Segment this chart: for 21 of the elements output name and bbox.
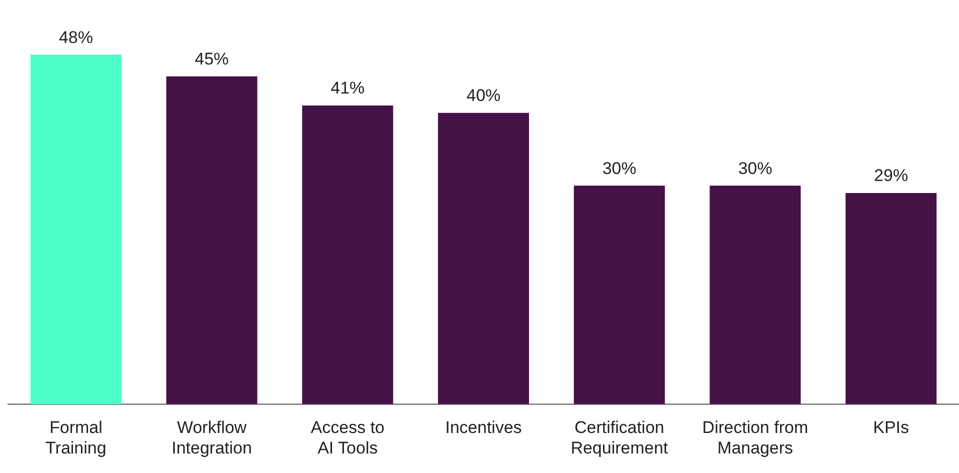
x-tick-label: Certification Requirement: [570, 418, 668, 458]
data-label: 45%: [194, 50, 229, 69]
data-label: 41%: [330, 78, 365, 98]
x-tick-label: Workflow Integration: [172, 418, 252, 458]
bar: [302, 106, 394, 404]
x-tick-label: Access to AI Tools: [310, 418, 384, 458]
bar: [846, 192, 937, 404]
bar: [710, 186, 801, 404]
x-tick-label: Formal Training: [46, 418, 106, 458]
bar: [30, 54, 122, 404]
x-tick-label: Direction from Managers: [702, 418, 808, 458]
data-label: 29%: [874, 166, 908, 186]
bar: [166, 76, 258, 404]
data-label: 30%: [738, 158, 772, 178]
bar: [574, 186, 665, 404]
data-label: 30%: [602, 158, 636, 178]
data-label: 48%: [58, 28, 93, 47]
x-tick-label: KPIs: [873, 418, 910, 438]
bar: [438, 112, 530, 404]
x-tick-label: Incentives: [445, 418, 522, 438]
data-label: 40%: [466, 86, 501, 106]
